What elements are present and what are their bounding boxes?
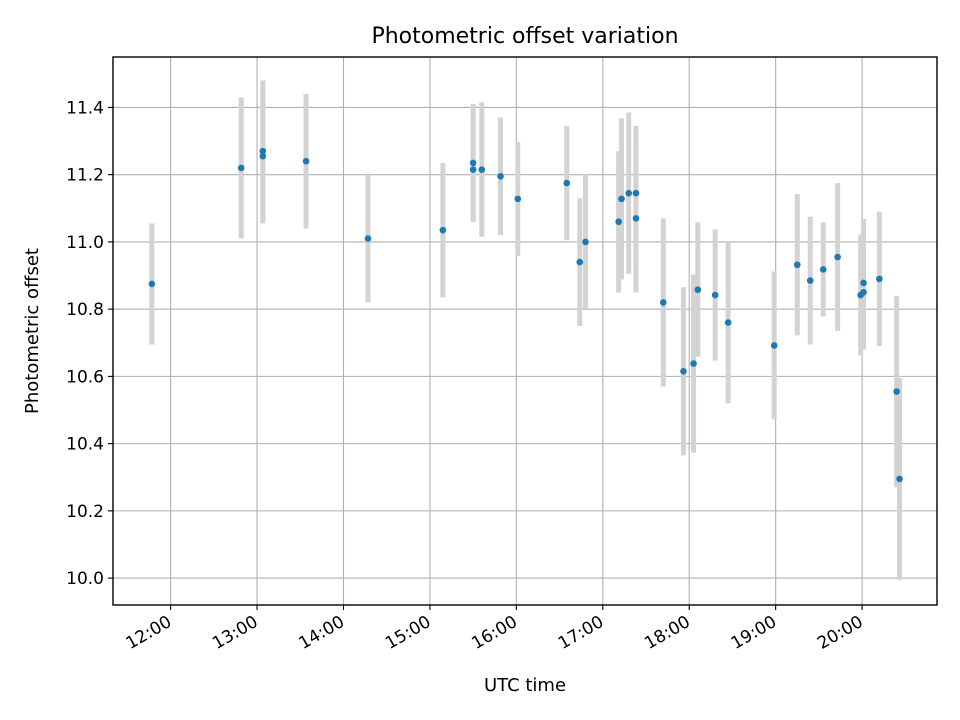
data-point: [514, 195, 522, 203]
data-point: [724, 319, 732, 326]
data-point: [690, 360, 697, 367]
data-point: [770, 342, 778, 349]
data-point: [582, 238, 589, 246]
data-point: [576, 258, 584, 266]
data-point: [806, 277, 814, 284]
data-point: [469, 159, 477, 167]
data-point: [625, 189, 633, 197]
data-point: [834, 253, 841, 261]
y-tick-label: 10.8: [66, 300, 104, 320]
data-point: [364, 235, 372, 242]
x-axis-label: UTC time: [484, 675, 566, 696]
y-tick-label: 11.2: [66, 166, 104, 186]
data-point: [680, 368, 687, 375]
data-point: [237, 164, 245, 172]
grid-layer: [113, 57, 937, 605]
data-point: [302, 157, 310, 165]
data-point: [563, 179, 571, 187]
y-tick-label: 10.6: [66, 367, 104, 387]
data-point: [711, 291, 719, 299]
data-point: [469, 166, 477, 173]
y-tick-label: 11.0: [66, 233, 104, 253]
data-point: [893, 388, 900, 395]
data-point: [860, 289, 867, 296]
data-point: [259, 152, 267, 160]
y-tick-label: 11.4: [66, 98, 104, 118]
data-point: [439, 226, 447, 234]
chart-title: Photometric offset variation: [371, 24, 678, 49]
data-point: [819, 266, 827, 273]
data-point: [896, 475, 903, 483]
data-point: [659, 299, 667, 306]
y-tick-label: 10.4: [66, 435, 104, 455]
data-point: [632, 215, 640, 222]
plot-frame: [112, 56, 938, 606]
data-point: [632, 189, 640, 197]
point-layer: [148, 147, 903, 483]
data-point: [860, 279, 867, 287]
data-point: [793, 261, 801, 269]
data-point: [259, 147, 267, 155]
data-point: [694, 286, 702, 293]
data-point: [497, 173, 504, 180]
data-point: [615, 218, 622, 226]
data-point: [478, 166, 486, 173]
data-point: [876, 275, 883, 283]
y-tick-label: 10.0: [66, 569, 104, 589]
data-point: [148, 280, 156, 288]
data-point: [618, 195, 625, 203]
y-tick-label: 10.2: [66, 502, 104, 522]
y-axis-label: Photometric offset: [22, 248, 43, 414]
